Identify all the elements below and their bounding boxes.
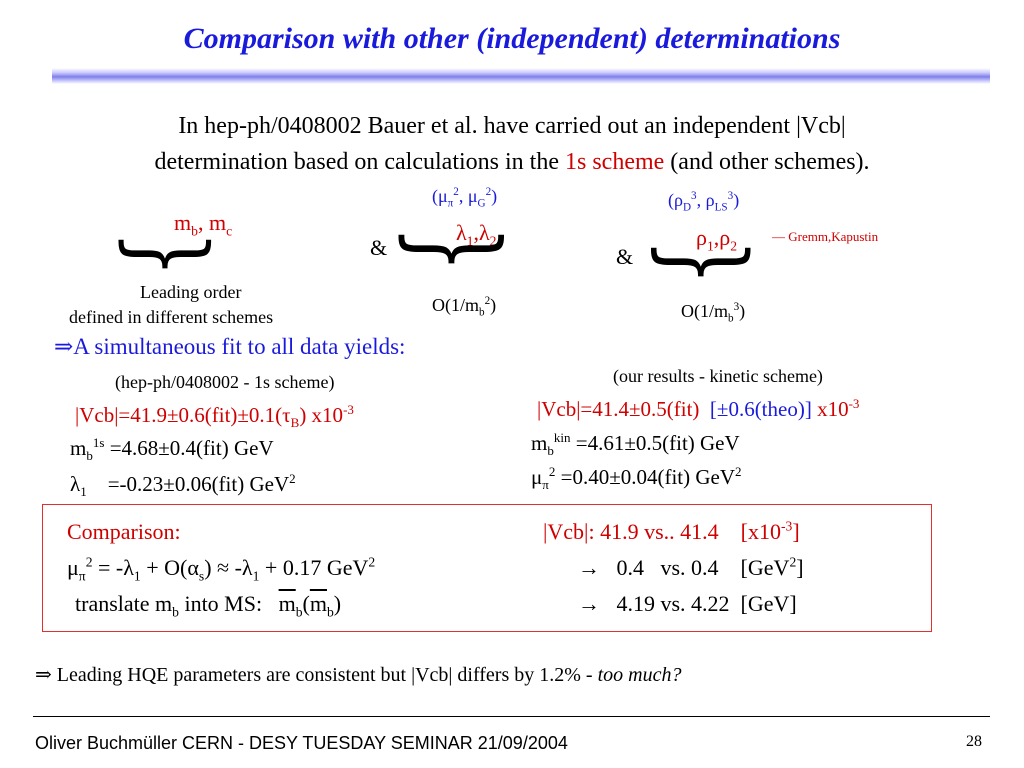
comparison-heading: Comparison: (67, 519, 181, 544)
right-vcb-fit: |Vcb|=41.4±0.5(fit) (537, 397, 710, 421)
left-vcb-result: |Vcb|=41.9±0.6(fit)±0.1(τB) x10-3 (75, 402, 354, 431)
right-vcb-units: x10-3 (811, 396, 860, 421)
left-mb-result: mb1s =4.68±0.4(fit) GeV (70, 435, 274, 464)
intro-line-2-end: (and other schemes). (664, 149, 870, 175)
right-results-header: (our results - kinetic scheme) (613, 366, 823, 386)
page-number: 28 (966, 733, 982, 750)
group3-citation-note: — Gremm,Kapustin (772, 229, 879, 244)
group1-label-1: Leading order (140, 282, 242, 302)
comparison-gev: → 4.19 vs. 4.22 [GeV] (578, 591, 797, 616)
group1-label-2: defined in different schemes (69, 307, 274, 327)
conclusion: ⇒ Leading HQE parameters are consistent … (35, 662, 681, 687)
page-title: Comparison with other (independent) dete… (183, 22, 841, 55)
comparison-translate-mb: translate mb into MS: mb(mb) (75, 591, 342, 620)
right-vcb-result: |Vcb|=41.4±0.5(fit) [±0.6(theo)] x10-3 (537, 393, 859, 425)
brace-3: } (642, 238, 767, 286)
group1-params: mb, mc (174, 210, 233, 239)
group2-order: O(1/mb2) (432, 295, 497, 319)
title-underline-bar (52, 68, 990, 84)
comparison-gev2: → 0.4 vs. 0.4 [GeV2] (578, 554, 804, 580)
intro-text: In hep-ph/0408002 Bauer et al. have carr… (0, 108, 1024, 180)
intro-line-2-start: determination based on calculations in t… (154, 149, 565, 175)
right-vcb-theo: [±0.6(theo)] (709, 397, 812, 421)
right-mu-result: μπ2 =0.40±0.04(fit) GeV2 (531, 464, 742, 493)
ampersand-1: & (370, 235, 388, 260)
conclusion-main: ⇒ Leading HQE parameters are consistent … (35, 664, 598, 686)
footer-rule (33, 716, 990, 717)
comparison-box (42, 504, 932, 632)
intro-line-1: In hep-ph/0408002 Bauer et al. have carr… (178, 113, 846, 139)
intro-scheme-highlight: 1s scheme (564, 149, 665, 175)
group2-alt-params: (μπ2, μG2) (432, 186, 498, 210)
group3-order: O(1/mb3) (681, 301, 746, 325)
group3-params: ρ1,ρ2 (696, 225, 738, 254)
group2-params: λ1,λ2 (456, 220, 497, 249)
comparison-mu-relation: μπ2 = -λ1 + O(αs) ≈ -λ1 + 0.17 GeV2 (67, 554, 376, 584)
left-lambda-result: λ1 =-0.23±0.06(fit) GeV2 (70, 471, 296, 500)
group3-alt-params: (ρD3, ρLS3) (668, 190, 740, 214)
left-results-header: (hep-ph/0408002 - 1s scheme) (115, 372, 335, 392)
right-mb-result: mbkin =4.61±0.5(fit) GeV (531, 430, 740, 459)
ampersand-2: & (616, 244, 634, 269)
brace-2: } (388, 225, 523, 273)
brace-1: } (110, 230, 227, 278)
comparison-vcb: |Vcb|: 41.9 vs.. 41.4 [x10-3] (543, 518, 800, 544)
footer-author: Oliver Buchmüller CERN - DESY TUESDAY SE… (35, 733, 568, 753)
intro-line-2: determination based on calculations in t… (0, 144, 1024, 180)
fit-heading: ⇒A simultaneous fit to all data yields: (54, 334, 406, 359)
conclusion-italic: too much? (597, 664, 682, 686)
